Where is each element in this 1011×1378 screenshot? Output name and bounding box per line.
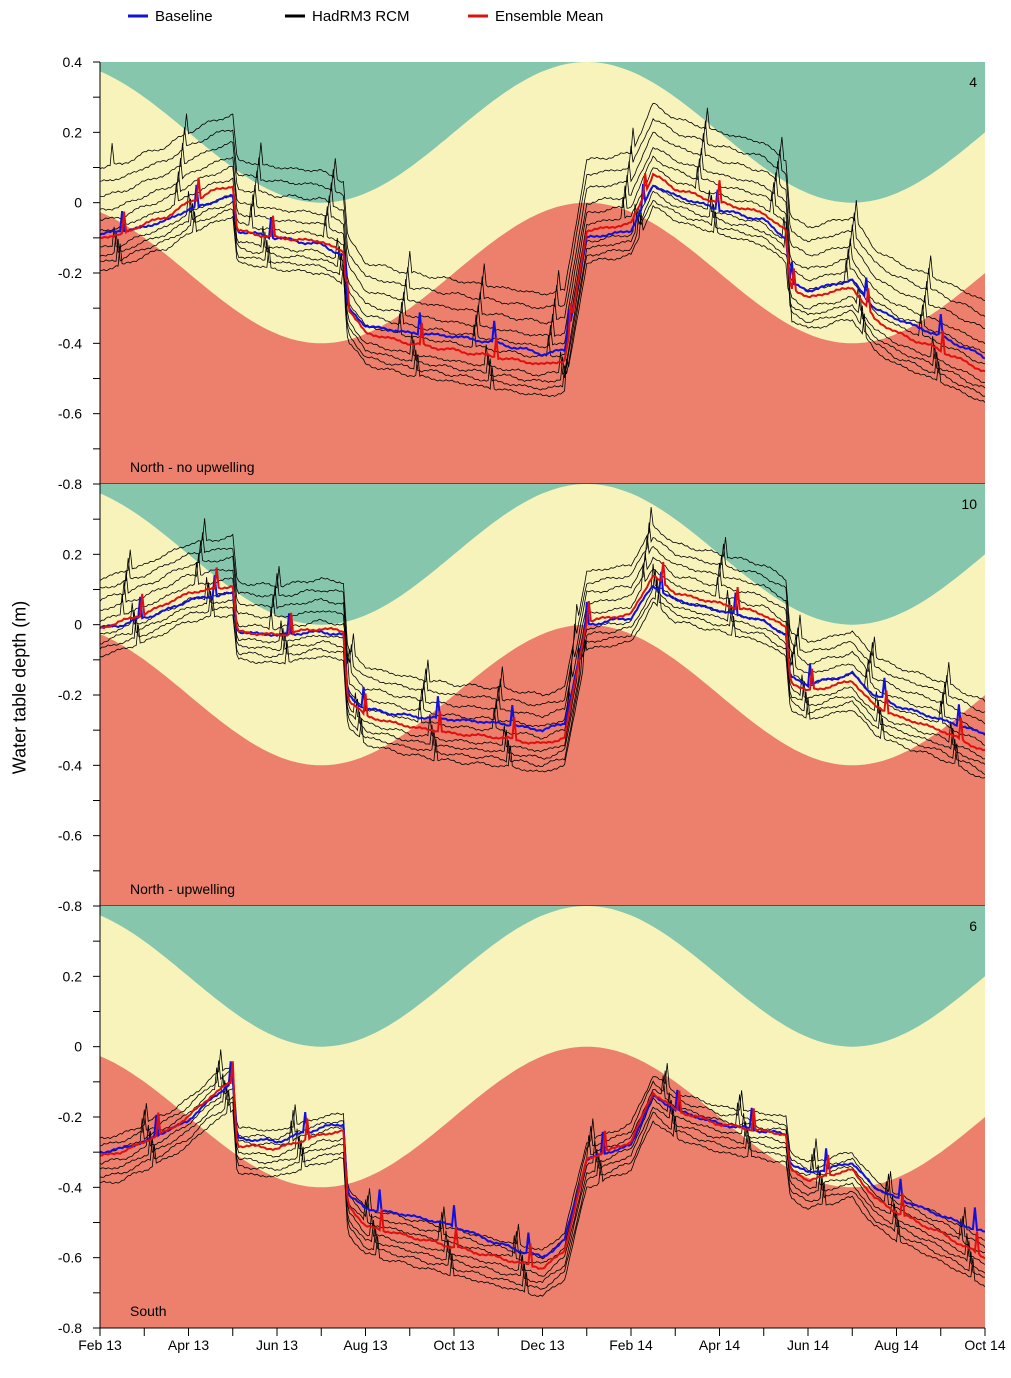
hadrm3-series — [100, 563, 985, 760]
panel-id: 6 — [969, 918, 977, 934]
legend-label-2: Ensemble Mean — [495, 8, 603, 25]
hadrm3-series — [100, 199, 985, 397]
x-tick-label: Feb 14 — [609, 1337, 653, 1353]
panel-id: 10 — [961, 496, 977, 512]
y-tick-label: -0.4 — [58, 1179, 82, 1195]
lower-band — [100, 202, 985, 484]
hadrm3-series — [100, 1073, 985, 1277]
ensemble-mean-series — [100, 1061, 985, 1270]
y-axis-label: Water table depth (m) — [9, 600, 30, 775]
upper-band — [100, 62, 985, 203]
x-axis: Feb 13 Apr 13 Jun 13 Aug 13 Oct 13 Dec 13 Feb … — [78, 1327, 1006, 1353]
y-tick-label: -0.2 — [58, 1109, 82, 1125]
y-tick-label: -0.6 — [58, 1250, 82, 1266]
y-axis-1: 0.2 0 -0.2 -0.4 -0.6 -0.8 — [58, 483, 101, 914]
y-tick-label: 0 — [74, 617, 82, 633]
x-tick-label: Apr 13 — [168, 1337, 209, 1353]
panels: 0.4 0.2 0 -0.2 -0.4 -0.6 -0.8 4 North - no upwel… — [58, 54, 985, 1336]
legend-label-1: HadRM3 RCM — [312, 8, 410, 25]
y-tick-label: 0 — [74, 1039, 82, 1055]
y-axis-0: 0.4 0.2 0 -0.2 -0.4 -0.6 -0.8 — [58, 54, 101, 492]
x-tick-label: Apr 14 — [699, 1337, 740, 1353]
hadrm3-series — [100, 146, 985, 344]
panel-label: North - upwelling — [130, 881, 235, 897]
x-tick-label: Oct 13 — [433, 1337, 474, 1353]
y-axis-2: 0.2 0 -0.2 -0.4 -0.6 -0.8 — [58, 905, 101, 1336]
hadrm3-series — [100, 1067, 985, 1264]
hadrm3-series — [100, 507, 985, 702]
y-tick-label: -0.8 — [58, 898, 82, 914]
hadrm3-series — [100, 535, 985, 725]
panel-1: 0.2 0 -0.2 -0.4 -0.6 -0.8 10 North - upwelling — [58, 483, 985, 914]
hadrm3-series — [100, 578, 985, 775]
hadrm3-series — [100, 118, 985, 317]
hadrm3-series — [100, 522, 985, 713]
y-tick-label: -0.2 — [58, 687, 82, 703]
x-tick-label: Jun 14 — [787, 1337, 829, 1353]
y-tick-label: 0.2 — [63, 968, 83, 984]
ensemble-mean-series — [100, 561, 985, 752]
x-tick-label: Dec 13 — [520, 1337, 565, 1353]
panel-id: 4 — [969, 74, 977, 90]
panel-label: North - no upwelling — [130, 459, 255, 475]
hadrm3-series — [100, 184, 985, 383]
y-tick-label: -0.6 — [58, 406, 82, 422]
hadrm3-series — [100, 155, 985, 354]
y-tick-label: 0 — [74, 195, 82, 211]
y-tick-label: 0.4 — [63, 54, 83, 70]
upper-band — [100, 484, 985, 625]
y-tick-label: 0.2 — [63, 546, 83, 562]
hadrm3-series — [100, 102, 985, 302]
baseline-series — [100, 1061, 985, 1259]
panel-label: South — [130, 1303, 167, 1319]
series-lines — [100, 507, 985, 779]
panel-0: 0.4 0.2 0 -0.2 -0.4 -0.6 -0.8 4 North - no upwel… — [58, 54, 985, 492]
x-tick-label: Jun 13 — [256, 1337, 298, 1353]
x-tick-label: Oct 14 — [964, 1337, 1005, 1353]
ensemble-mean-series — [100, 172, 985, 373]
x-tick-label: Aug 13 — [343, 1337, 388, 1353]
series-lines — [100, 1049, 985, 1297]
hadrm3-series — [100, 1049, 985, 1251]
hadrm3-series — [100, 569, 985, 765]
hadrm3-series — [100, 1090, 985, 1297]
lower-band — [100, 624, 985, 906]
hadrm3-series — [100, 1080, 985, 1284]
y-tick-label: -0.2 — [58, 265, 82, 281]
panel-2: 0.2 0 -0.2 -0.4 -0.6 -0.8 6 South — [58, 905, 985, 1336]
hadrm3-series — [100, 131, 985, 329]
series-lines — [100, 102, 985, 403]
hadrm3-series — [100, 562, 985, 746]
hadrm3-series — [100, 585, 985, 779]
y-tick-label: -0.4 — [58, 335, 82, 351]
y-tick-label: 0.2 — [63, 124, 83, 140]
baseline-series — [100, 183, 985, 360]
hadrm3-series — [100, 1060, 985, 1260]
lower-band — [100, 1046, 985, 1328]
legend-label-0: Baseline — [155, 8, 213, 25]
x-tick-label: Aug 14 — [874, 1337, 919, 1353]
y-tick-label: -0.6 — [58, 828, 82, 844]
hadrm3-series — [100, 1086, 985, 1290]
upper-band — [100, 906, 985, 1047]
x-tick-label: Feb 13 — [78, 1337, 122, 1353]
y-tick-label: -0.4 — [58, 757, 82, 773]
y-tick-label: -0.8 — [58, 1320, 82, 1336]
legend: Baseline HadRM3 RCM Ensemble Mean — [128, 8, 603, 25]
hadrm3-series — [100, 204, 985, 403]
y-tick-label: -0.8 — [58, 476, 82, 492]
hadrm3-series — [100, 552, 985, 734]
hadrm3-series — [100, 190, 985, 389]
